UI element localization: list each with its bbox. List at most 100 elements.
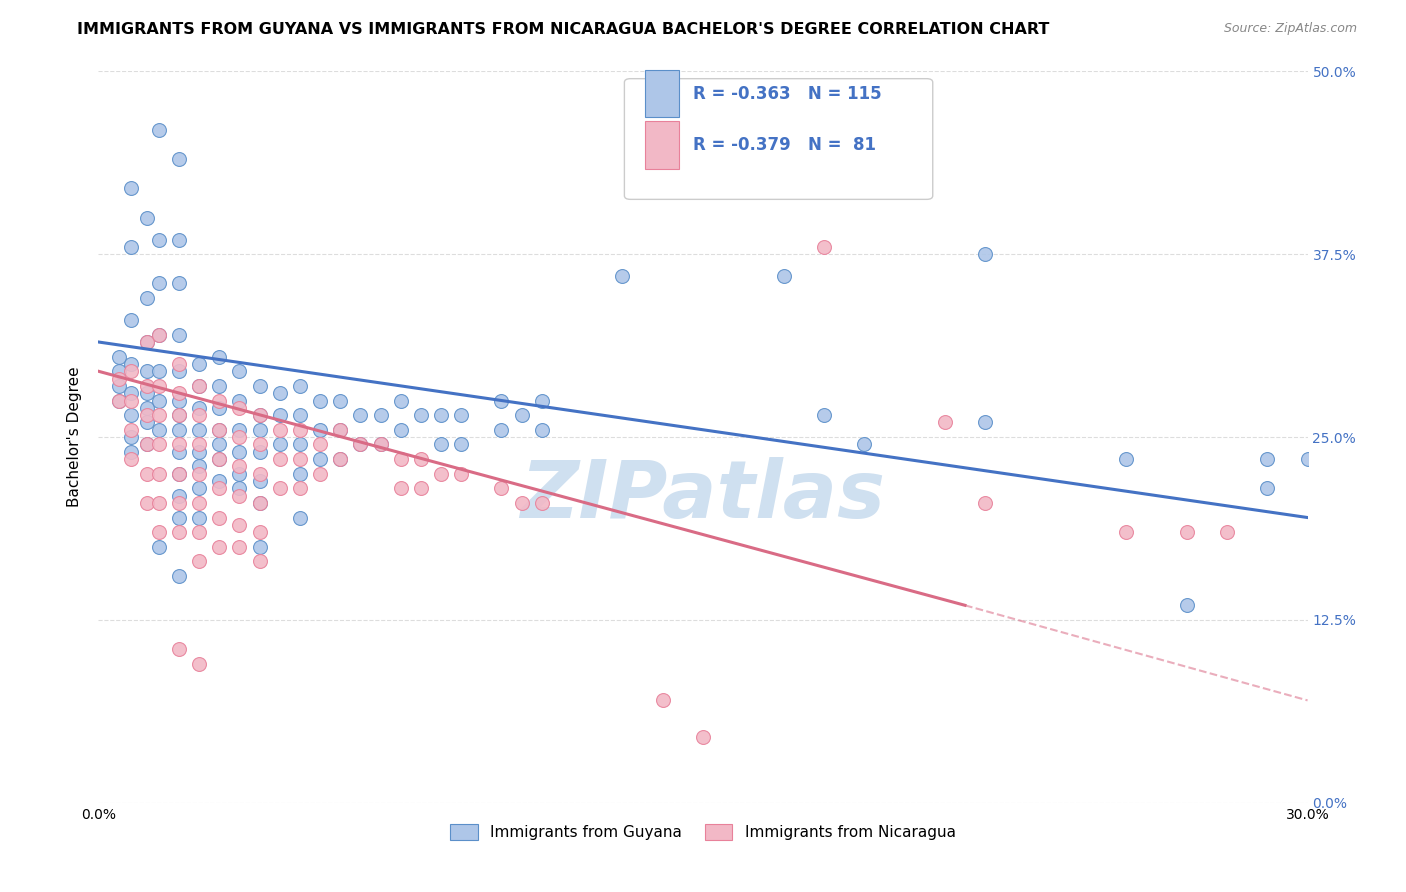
Point [934, 416, 956, 430]
Point [491, 481, 513, 495]
Point [228, 401, 250, 415]
Point [349, 437, 371, 451]
Point [409, 452, 432, 467]
Point [135, 496, 157, 510]
Point [1175, 525, 1198, 540]
Point [249, 496, 271, 510]
Point [148, 277, 170, 291]
Text: Source: ZipAtlas.com: Source: ZipAtlas.com [1223, 22, 1357, 36]
Point [120, 408, 142, 422]
Point [167, 408, 190, 422]
Point [430, 467, 453, 481]
Point [228, 481, 250, 495]
Point [208, 474, 231, 488]
Point [409, 408, 432, 422]
Point [329, 452, 352, 467]
Point [107, 379, 129, 393]
Point [120, 423, 142, 437]
Point [148, 437, 170, 451]
Point [389, 452, 412, 467]
Point [389, 423, 412, 437]
Point [208, 452, 231, 467]
Point [148, 423, 170, 437]
Point [188, 459, 211, 474]
Point [148, 379, 170, 393]
Point [167, 327, 190, 342]
Point [1256, 481, 1278, 495]
Point [651, 693, 673, 707]
Point [167, 444, 190, 458]
Point [167, 489, 190, 503]
Point [135, 437, 157, 451]
Point [208, 452, 231, 467]
FancyBboxPatch shape [645, 121, 679, 169]
Point [188, 444, 211, 458]
Point [1216, 525, 1239, 540]
Point [370, 408, 392, 422]
Y-axis label: Bachelor's Degree: Bachelor's Degree [67, 367, 83, 508]
Point [288, 510, 311, 524]
Point [148, 496, 170, 510]
Point [120, 357, 142, 371]
Point [188, 437, 211, 451]
Point [148, 467, 170, 481]
Point [349, 437, 371, 451]
Point [510, 496, 533, 510]
Point [450, 437, 472, 451]
Point [692, 730, 714, 744]
Point [107, 393, 129, 408]
Point [309, 423, 332, 437]
Point [249, 467, 271, 481]
Point [188, 379, 211, 393]
Point [249, 423, 271, 437]
Point [167, 525, 190, 540]
Point [188, 467, 211, 481]
Point [389, 393, 412, 408]
Point [249, 496, 271, 510]
Point [409, 481, 432, 495]
Point [167, 408, 190, 422]
Point [309, 437, 332, 451]
Point [135, 291, 157, 305]
Point [249, 437, 271, 451]
Point [107, 393, 129, 408]
Point [1296, 452, 1319, 467]
Point [188, 657, 211, 671]
Point [167, 569, 190, 583]
Point [288, 437, 311, 451]
Point [135, 401, 157, 415]
Point [167, 277, 190, 291]
Point [249, 408, 271, 422]
FancyBboxPatch shape [624, 78, 932, 200]
Point [288, 452, 311, 467]
Point [813, 240, 835, 254]
Point [269, 452, 291, 467]
Point [389, 481, 412, 495]
Point [450, 467, 472, 481]
Point [612, 269, 634, 284]
Legend: Immigrants from Guyana, Immigrants from Nicaragua: Immigrants from Guyana, Immigrants from … [444, 818, 962, 847]
Point [370, 437, 392, 451]
Point [120, 393, 142, 408]
Point [167, 364, 190, 378]
Point [135, 467, 157, 481]
Point [208, 510, 231, 524]
Point [228, 459, 250, 474]
Point [167, 467, 190, 481]
Point [188, 379, 211, 393]
Point [188, 481, 211, 495]
Point [249, 444, 271, 458]
FancyBboxPatch shape [645, 70, 679, 118]
Point [249, 379, 271, 393]
Point [430, 437, 453, 451]
Point [450, 408, 472, 422]
Point [208, 379, 231, 393]
Point [974, 247, 997, 261]
Point [530, 393, 553, 408]
Point [188, 408, 211, 422]
Point [370, 437, 392, 451]
Point [107, 364, 129, 378]
Point [329, 452, 352, 467]
Point [135, 408, 157, 422]
Point [228, 517, 250, 532]
